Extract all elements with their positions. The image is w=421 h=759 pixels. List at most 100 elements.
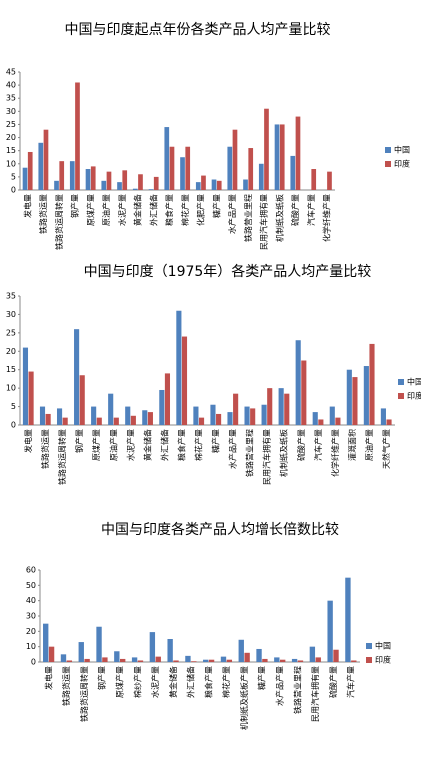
bar — [193, 406, 199, 425]
bar — [210, 404, 216, 425]
bar — [43, 129, 49, 190]
bar — [227, 412, 233, 425]
x-tick-label: 棉纱产量 — [132, 666, 142, 698]
bar — [267, 388, 273, 425]
x-tick-label: 铁路营业里程 — [243, 194, 253, 242]
bar — [369, 343, 375, 425]
x-tick-label: 黄金储备 — [142, 429, 152, 461]
legend-swatch — [385, 161, 391, 167]
bar — [122, 170, 128, 190]
x-tick-label: 铁路货运周转量 — [54, 194, 64, 250]
bar — [48, 646, 55, 662]
x-tick-label: 灌溉面积 — [347, 429, 357, 461]
x-tick-label: 铁路营业里程 — [245, 429, 255, 477]
bar — [309, 646, 316, 662]
x-tick-label: 天然气产量 — [381, 429, 391, 469]
bar — [295, 340, 301, 425]
y-tick-label: 45 — [6, 68, 16, 77]
x-tick-label: 糖产量 — [211, 194, 221, 218]
bar — [248, 148, 254, 190]
bar — [149, 632, 156, 662]
x-tick-label: 硫酸产量 — [290, 194, 300, 226]
bar — [137, 660, 144, 662]
y-tick-label: 5 — [11, 172, 16, 181]
bar — [38, 142, 44, 190]
y-tick-label: 20 — [6, 133, 16, 142]
x-tick-label: 粮食产量 — [203, 666, 213, 698]
bar — [220, 656, 227, 662]
bar — [346, 369, 352, 425]
x-tick-label: 民用汽车拥有量 — [310, 666, 320, 722]
bar — [60, 654, 67, 662]
x-tick-label: 外汇储备 — [186, 666, 196, 698]
x-tick-label: 粮食产量 — [176, 429, 186, 461]
bar — [216, 413, 222, 425]
x-tick-label: 原煤产量 — [91, 429, 101, 461]
x-tick-label: 糖产量 — [257, 666, 267, 690]
bar — [250, 408, 256, 425]
bar — [311, 169, 317, 190]
x-tick-label: 原油产量 — [108, 429, 118, 461]
bar — [295, 116, 301, 190]
x-tick-label: 钢产量 — [97, 666, 107, 690]
y-tick-label: 40 — [6, 81, 16, 90]
bar — [96, 417, 102, 425]
legend-label: 中国 — [394, 145, 410, 155]
legend-swatch — [398, 393, 404, 399]
bar — [39, 406, 46, 425]
x-tick-label: 机制纸及纸板 — [279, 429, 289, 477]
y-tick-label: 0 — [11, 421, 16, 430]
bar — [329, 406, 335, 425]
x-tick-label: 硫酸产量 — [296, 429, 306, 461]
y-tick-label: 0 — [11, 186, 16, 195]
bar — [43, 623, 49, 662]
bar — [101, 180, 107, 190]
bar — [280, 659, 286, 662]
bar — [164, 127, 170, 190]
bar — [318, 419, 324, 425]
bar — [261, 404, 267, 425]
bar — [335, 417, 341, 425]
y-tick-label: 10 — [6, 384, 16, 393]
legend-swatch — [398, 379, 404, 385]
bar — [173, 660, 179, 662]
x-tick-label: 棉花产量 — [193, 429, 203, 461]
x-tick-label: 黄金储备 — [168, 666, 178, 698]
x-tick-label: 机制纸及纸板 — [274, 194, 284, 242]
bar — [96, 626, 102, 662]
bar — [301, 360, 307, 425]
bar — [233, 393, 239, 425]
bar — [125, 406, 131, 425]
bar — [130, 415, 136, 425]
x-tick-label: 铁路货运周转量 — [79, 666, 89, 722]
bar — [102, 657, 108, 662]
bar — [74, 329, 80, 425]
bar — [232, 129, 238, 190]
x-tick-label: 化学纤维产量 — [322, 194, 332, 242]
x-tick-label: 汽车产量 — [306, 194, 316, 226]
bar — [290, 155, 296, 190]
bar — [142, 410, 148, 425]
legend-label: 中国 — [407, 377, 421, 387]
bar — [352, 377, 358, 425]
x-tick-label: 铁路货运周转量 — [57, 429, 67, 485]
bar — [159, 389, 165, 425]
bar — [244, 406, 250, 425]
bar — [262, 658, 268, 662]
bar — [138, 174, 143, 190]
bar — [27, 151, 33, 190]
bar — [114, 651, 120, 662]
bar — [113, 417, 119, 425]
x-tick-label: 汽车产量 — [313, 429, 323, 461]
x-tick-label: 民用汽车拥有量 — [262, 429, 272, 485]
y-tick-label: 35 — [6, 292, 16, 301]
x-tick-label: 外汇储备 — [159, 429, 169, 461]
legend-label: 印度 — [375, 655, 391, 665]
bar — [227, 146, 233, 190]
bar — [117, 182, 122, 190]
bar — [167, 639, 173, 662]
bar — [315, 657, 321, 662]
x-tick-label: 原油产量 — [101, 194, 111, 226]
x-tick-label: 棉花产量 — [221, 666, 231, 698]
